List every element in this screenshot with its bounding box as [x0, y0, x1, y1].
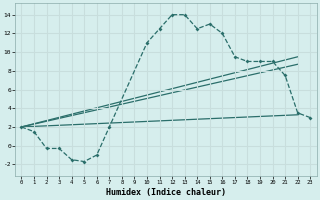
X-axis label: Humidex (Indice chaleur): Humidex (Indice chaleur): [106, 188, 226, 197]
